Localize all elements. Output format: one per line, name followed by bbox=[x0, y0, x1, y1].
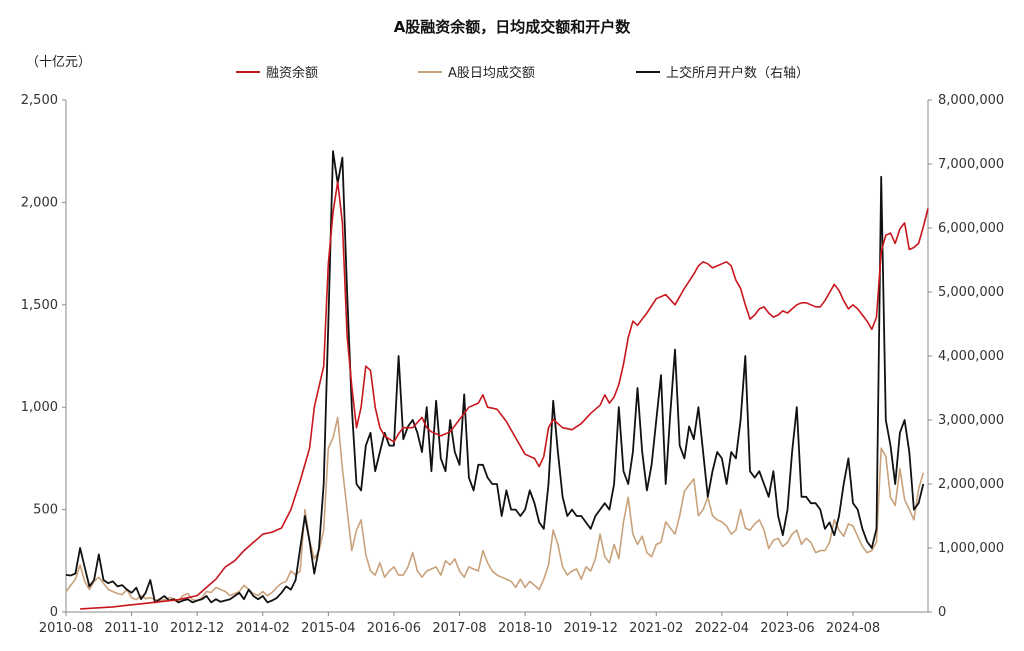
legend-label-turnover: A股日均成交额 bbox=[448, 66, 535, 81]
x-tick-label: 2024-08 bbox=[826, 621, 880, 636]
legend-label-financing-balance: 融资余额 bbox=[266, 66, 319, 81]
legend-label-new-accounts: 上交所月开户数（右轴） bbox=[666, 66, 810, 81]
legend-swatch-new-accounts bbox=[636, 70, 660, 73]
right-tick-label: 8,000,000 bbox=[938, 93, 1004, 108]
left-tick-label: 2,000 bbox=[21, 195, 58, 210]
right-tick-label: 0 bbox=[938, 605, 946, 620]
right-tick-label: 6,000,000 bbox=[938, 221, 1004, 236]
x-tick-label: 2016-06 bbox=[367, 621, 421, 636]
legend-item-new-accounts: 上交所月开户数（右轴） bbox=[636, 62, 809, 81]
legend-swatch-financing-balance bbox=[236, 70, 260, 73]
right-tick-label: 1,000,000 bbox=[938, 541, 1004, 556]
x-tick-label: 2010-08 bbox=[39, 621, 93, 636]
series-line-new-accounts bbox=[65, 150, 925, 604]
left-axis-unit: （十亿元） bbox=[26, 55, 92, 70]
x-tick-label: 2017-08 bbox=[432, 621, 486, 636]
x-tick-label: 2019-12 bbox=[564, 621, 618, 636]
legend-item-turnover: A股日均成交额 bbox=[418, 62, 535, 81]
x-tick-label: 2012-12 bbox=[170, 621, 224, 636]
right-tick-label: 5,000,000 bbox=[938, 285, 1004, 300]
series-line-turnover bbox=[65, 416, 925, 602]
x-tick-label: 2023-06 bbox=[760, 621, 814, 636]
right-tick-label: 3,000,000 bbox=[938, 413, 1004, 428]
left-tick-label: 500 bbox=[33, 503, 58, 518]
x-tick-label: 2022-04 bbox=[695, 621, 749, 636]
chart-title: A股融资余额，日均成交额和开户数 bbox=[393, 18, 631, 36]
legend-item-financing-balance: 融资余额 bbox=[236, 62, 318, 81]
x-tick-label: 2021-02 bbox=[629, 621, 683, 636]
x-tick-label: 2014-02 bbox=[236, 621, 290, 636]
right-tick-label: 2,000,000 bbox=[938, 477, 1004, 492]
left-tick-label: 0 bbox=[50, 605, 58, 620]
left-tick-label: 1,000 bbox=[21, 400, 58, 415]
right-tick-label: 7,000,000 bbox=[938, 157, 1004, 172]
x-tick-label: 2015-04 bbox=[301, 621, 355, 636]
right-tick-label: 4,000,000 bbox=[938, 349, 1004, 364]
x-tick-label: 2011-10 bbox=[104, 621, 158, 636]
left-tick-label: 2,500 bbox=[21, 93, 58, 108]
left-tick-label: 1,500 bbox=[21, 298, 58, 313]
x-tick-label: 2018-10 bbox=[498, 621, 552, 636]
series-line-financing-balance bbox=[80, 181, 929, 610]
legend-swatch-turnover bbox=[418, 70, 442, 73]
